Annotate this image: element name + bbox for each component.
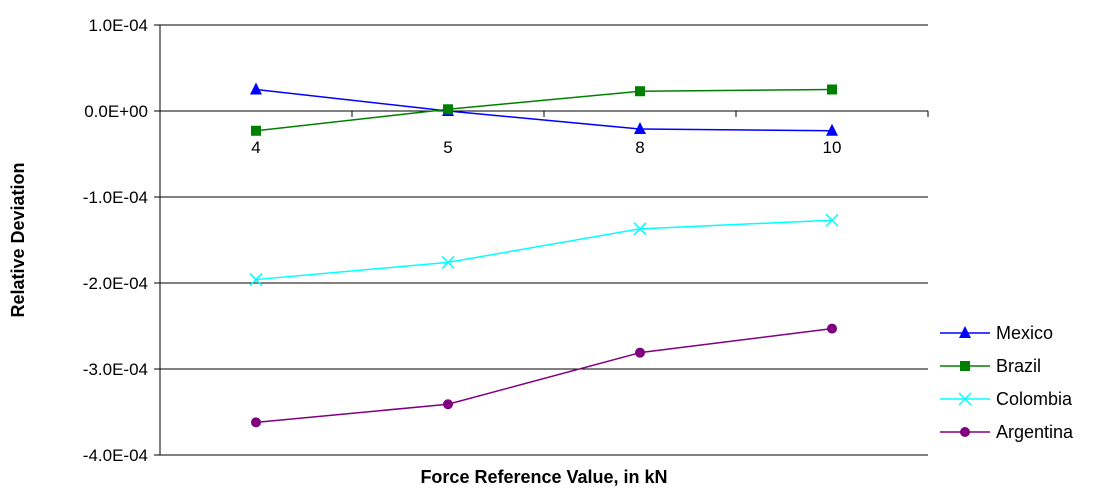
legend-label: Argentina xyxy=(996,422,1074,442)
legend-item: Colombia xyxy=(940,389,1073,409)
y-tick-label: 0.0E+00 xyxy=(84,102,148,121)
legend-label: Mexico xyxy=(996,323,1053,343)
data-point-stroke xyxy=(633,222,647,236)
data-point-stroke xyxy=(441,255,455,269)
legend-item: Mexico xyxy=(940,323,1053,343)
series-brazil xyxy=(251,84,837,136)
legend-item: Argentina xyxy=(940,422,1074,442)
data-point xyxy=(960,427,970,437)
data-point xyxy=(249,273,263,287)
y-axis-title: Relative Deviation xyxy=(8,162,28,317)
series-line xyxy=(255,88,833,132)
series-line xyxy=(255,88,833,132)
x-tick-label: 8 xyxy=(635,138,644,157)
y-tick-label: -1.0E-04 xyxy=(83,188,148,207)
series-line xyxy=(255,219,833,281)
series-argentina xyxy=(251,323,837,428)
series-line xyxy=(255,327,833,424)
data-point xyxy=(826,123,838,136)
data-point xyxy=(251,125,261,136)
x-tick-label: 4 xyxy=(251,138,260,157)
data-point xyxy=(250,82,262,95)
data-point-stroke xyxy=(958,392,972,406)
y-tick-labels: 1.0E-04 0.0E+00 -1.0E-04 -2.0E-04 -3.0E-04 -4… xyxy=(83,16,148,465)
data-point xyxy=(441,255,455,269)
data-point xyxy=(827,84,837,95)
data-point xyxy=(635,86,645,97)
data-point xyxy=(960,361,970,371)
series-colombia xyxy=(249,213,839,287)
y-tick-label: -2.0E-04 xyxy=(83,274,148,293)
data-point xyxy=(827,323,837,334)
data-point xyxy=(958,392,972,406)
x-tick-label: 10 xyxy=(823,138,842,157)
x-axis-title: Force Reference Value, in kN xyxy=(420,467,667,487)
axes xyxy=(154,24,929,456)
y-tick-label: -3.0E-04 xyxy=(83,360,148,379)
data-point xyxy=(959,326,971,338)
data-point-stroke xyxy=(825,213,839,227)
data-point-stroke xyxy=(249,273,263,287)
data-point xyxy=(633,222,647,236)
y-tick-label: 1.0E-04 xyxy=(88,16,148,35)
series-group xyxy=(249,82,839,428)
x-tick-labels: 4 5 8 10 xyxy=(251,138,841,157)
data-point xyxy=(634,122,646,135)
data-point xyxy=(443,104,453,115)
data-point xyxy=(251,417,261,428)
data-point xyxy=(443,399,453,410)
legend-label: Brazil xyxy=(996,356,1041,376)
y-tick-label: -4.0E-04 xyxy=(83,446,148,465)
legend-label: Colombia xyxy=(996,389,1073,409)
x-tick-label: 5 xyxy=(443,138,452,157)
legend: Mexico Brazil Colombia Argentina xyxy=(940,323,1074,442)
data-point xyxy=(635,347,645,358)
data-point xyxy=(825,213,839,227)
legend-item: Brazil xyxy=(940,356,1041,376)
